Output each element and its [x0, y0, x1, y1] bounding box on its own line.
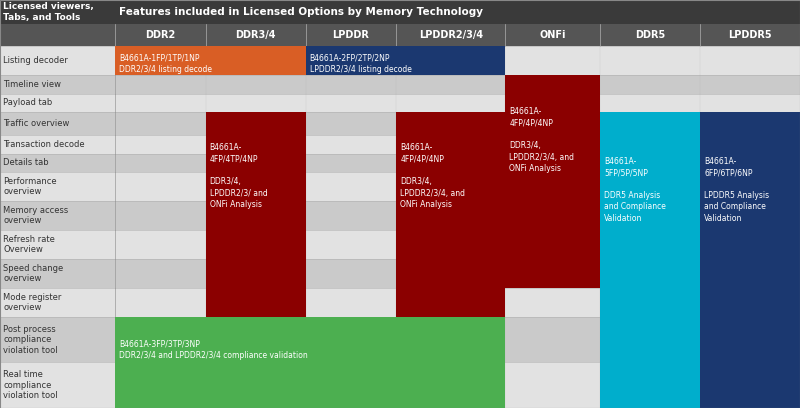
Text: DDR2: DDR2 — [146, 30, 175, 40]
Text: B4661A-3FP/3TP/3NP
DDR2/3/4 and LPDDR2/3/4 compliance validation: B4661A-3FP/3TP/3NP DDR2/3/4 and LPDDR2/3… — [119, 340, 308, 360]
Text: B4661A-
6FP/6TP/6NP

LPDDR5 Analysis
and Compliance
Validation: B4661A- 6FP/6TP/6NP LPDDR5 Analysis and … — [704, 157, 770, 223]
Bar — [115, 46, 306, 75]
Bar — [0, 259, 800, 288]
Text: Payload tab: Payload tab — [3, 98, 52, 107]
Text: LPDDR: LPDDR — [333, 30, 370, 40]
Bar — [0, 230, 800, 259]
Text: LPDDR5: LPDDR5 — [728, 30, 772, 40]
Text: ONFi: ONFi — [539, 30, 566, 40]
Text: Speed change
overview: Speed change overview — [3, 264, 63, 283]
Bar — [0, 288, 800, 317]
Bar — [0, 93, 800, 112]
Text: Details tab: Details tab — [3, 158, 49, 167]
Bar — [206, 112, 306, 317]
Text: B4661A-
4FP/4P/4NP

DDR3/4,
LPDDR2/3/4, and
ONFi Analysis: B4661A- 4FP/4P/4NP DDR3/4, LPDDR2/3/4, a… — [509, 107, 574, 173]
Text: Timeline view: Timeline view — [3, 80, 61, 89]
Text: Features included in Licensed Options by Memory Technology: Features included in Licensed Options by… — [119, 7, 483, 17]
Text: Listing decoder: Listing decoder — [3, 56, 68, 65]
Text: Traffic overview: Traffic overview — [3, 119, 70, 128]
Text: DDR5: DDR5 — [635, 30, 666, 40]
Bar — [0, 24, 800, 46]
Text: Licensed viewers,
Tabs, and Tools: Licensed viewers, Tabs, and Tools — [3, 2, 94, 22]
Text: B4661A-1FP/1TP/1NP
DDR2/3/4 listing decode: B4661A-1FP/1TP/1NP DDR2/3/4 listing deco… — [119, 53, 212, 74]
Bar — [0, 112, 800, 135]
Text: DDR3/4: DDR3/4 — [235, 30, 276, 40]
Bar — [0, 201, 800, 230]
Bar — [0, 135, 800, 153]
Text: B4661A-
5FP/5P/5NP

DDR5 Analysis
and Compliance
Validation: B4661A- 5FP/5P/5NP DDR5 Analysis and Com… — [604, 157, 666, 223]
Text: Real time
compliance
violation tool: Real time compliance violation tool — [3, 370, 58, 400]
Text: B4661A-
4FP/4P/4NP

DDR3/4,
LPDDR2/3/4, and
ONFi Analysis: B4661A- 4FP/4P/4NP DDR3/4, LPDDR2/3/4, a… — [400, 143, 466, 209]
Bar — [700, 112, 800, 408]
Text: Post process
compliance
violation tool: Post process compliance violation tool — [3, 325, 58, 355]
Text: B4661A-2FP/2TP/2NP
LPDDR2/3/4 listing decode: B4661A-2FP/2TP/2NP LPDDR2/3/4 listing de… — [310, 53, 411, 74]
Text: Performance
overview: Performance overview — [3, 177, 57, 196]
Bar — [0, 0, 800, 24]
Text: Memory access
overview: Memory access overview — [3, 206, 68, 225]
Bar — [0, 172, 800, 201]
Bar — [396, 112, 505, 317]
Bar — [600, 112, 700, 408]
Bar — [0, 46, 800, 75]
Text: B4661A-
4FP/4TP/4NP

DDR3/4,
LPDDR2/3/ and
ONFi Analysis: B4661A- 4FP/4TP/4NP DDR3/4, LPDDR2/3/ an… — [210, 143, 267, 209]
Bar — [505, 75, 600, 288]
Text: Transaction decode: Transaction decode — [3, 140, 85, 149]
Text: LPDDR2/3/4: LPDDR2/3/4 — [418, 30, 482, 40]
Bar — [0, 362, 800, 408]
Bar — [0, 75, 800, 93]
Bar — [0, 153, 800, 172]
Bar — [306, 46, 505, 75]
Text: Refresh rate
Overview: Refresh rate Overview — [3, 235, 55, 254]
Bar — [115, 317, 505, 408]
Bar — [0, 317, 800, 362]
Text: Mode register
overview: Mode register overview — [3, 293, 62, 312]
